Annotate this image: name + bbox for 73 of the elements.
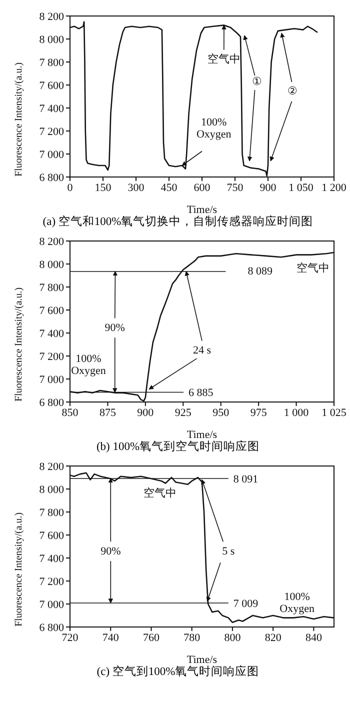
x-tick-label: 0: [67, 182, 74, 194]
annotation: 100% Oxygen: [196, 116, 232, 140]
ref-line-label: 6 885: [188, 387, 214, 400]
y-tick-label: 8 000: [39, 34, 64, 46]
y-axis-title: Fluorescence Intensity/(a.u.): [14, 287, 25, 402]
annotation: 5 s: [222, 544, 235, 557]
annotation: ②: [287, 85, 298, 98]
annotation: 空气中: [207, 52, 240, 65]
x-tick-label: 1 200: [322, 182, 347, 194]
annotation: 90%: [104, 321, 125, 334]
x-tick-label: 760: [142, 632, 160, 644]
x-tick-label: 1 050: [288, 182, 314, 194]
y-tick-label: 6 800: [39, 622, 64, 634]
x-tick-label: 1 025: [322, 406, 347, 419]
x-tick-label: 900: [137, 406, 154, 419]
y-tick-label: 7 200: [39, 350, 64, 363]
annotation: 8 089: [248, 265, 273, 278]
ref-line-label: 8 091: [233, 473, 258, 486]
text: (a) 空气和100%氧气切换中，自制传感器响应时间图: [42, 214, 314, 229]
annotation: 100% Oxygen: [280, 590, 315, 614]
y-axis-title: Fluorescence Intensity/(a.u.): [14, 62, 25, 176]
x-tick-label: 1 000: [284, 406, 310, 419]
y-tick-label: 8 000: [39, 484, 64, 496]
x-tick-label: 820: [264, 632, 282, 644]
y-tick-label: 7 000: [39, 374, 64, 386]
annotation: 100% Oxygen: [71, 352, 106, 376]
y-tick-label: 6 800: [39, 172, 64, 184]
annotation: 24 s: [192, 344, 212, 356]
x-tick-label: 875: [99, 406, 116, 419]
y-tick-label: 7 200: [39, 126, 64, 138]
x-tick-label: 720: [62, 632, 79, 644]
y-tick-label: 8 200: [39, 460, 64, 473]
ref-line-label: 7 009: [233, 598, 259, 610]
x-tick-label: 300: [128, 182, 145, 194]
y-tick-label: 7 000: [39, 598, 64, 611]
y-tick-label: 7 800: [39, 56, 64, 69]
x-axis-title: Time/s: [186, 429, 218, 441]
annotation: 空气中: [296, 260, 330, 274]
y-axis-title: Fluorescence Intensity/(a.u.): [14, 512, 25, 626]
x-tick-label: 850: [62, 406, 79, 419]
y-tick-label: 8 000: [39, 258, 64, 271]
x-tick-label: 975: [250, 406, 268, 419]
y-tick-label: 7 600: [39, 304, 64, 317]
y-tick-label: 7 200: [39, 576, 64, 588]
x-tick-label: 450: [160, 182, 178, 194]
text: (c) 空气到100%氧气时间响应图: [96, 664, 260, 679]
annotation: 空气中: [143, 486, 176, 499]
x-tick-label: 800: [224, 632, 242, 644]
y-tick-label: 7 400: [39, 552, 64, 565]
x-tick-label: 925: [174, 406, 192, 419]
y-tick-label: 8 200: [39, 10, 64, 23]
x-tick-label: 740: [102, 632, 120, 644]
y-tick-label: 7 400: [39, 328, 64, 340]
x-tick-label: 840: [305, 632, 322, 644]
x-tick-label: 750: [226, 182, 244, 194]
y-tick-label: 7 800: [39, 282, 64, 294]
y-tick-label: 8 200: [39, 236, 64, 248]
x-axis-title: Time/s: [186, 654, 218, 666]
x-tick-label: 900: [260, 182, 277, 194]
x-tick-label: 600: [194, 182, 211, 194]
y-tick-label: 7 000: [39, 148, 64, 161]
y-tick-label: 7 600: [39, 530, 64, 542]
annotation: ①: [252, 76, 262, 88]
y-tick-label: 7 800: [39, 506, 64, 519]
x-tick-label: 780: [184, 632, 201, 644]
y-tick-label: 7 400: [39, 102, 64, 115]
y-tick-label: 7 600: [39, 80, 64, 92]
text: (b) 100%氧气到空气时间响应图: [95, 439, 261, 454]
x-tick-label: 950: [212, 406, 230, 419]
y-tick-label: 6 800: [39, 396, 64, 409]
annotation: 90%: [100, 544, 121, 557]
x-tick-label: 150: [94, 182, 112, 194]
x-axis-title: Time/s: [186, 204, 218, 216]
